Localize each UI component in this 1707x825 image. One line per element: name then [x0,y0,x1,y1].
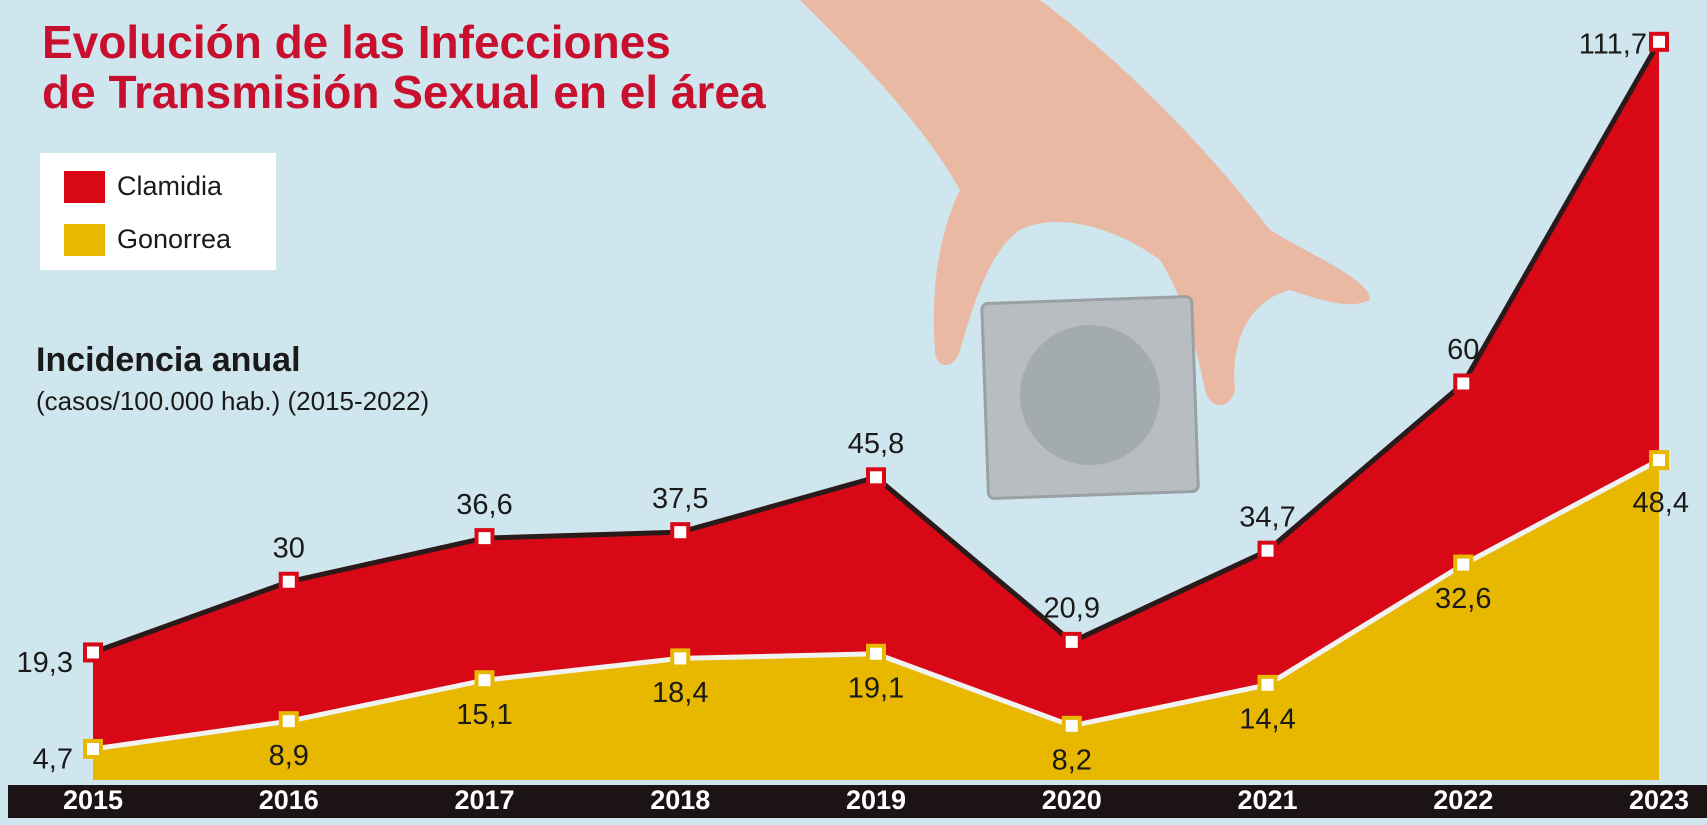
data-point [1649,450,1669,471]
data-label: 111,7 [1579,28,1647,60]
data-point [83,738,103,759]
x-tick-label: 2022 [1433,785,1493,815]
data-point [866,643,886,664]
data-label: 4,7 [33,744,73,776]
x-tick-label: 2015 [63,785,123,815]
data-point [670,648,691,669]
data-label: 32,6 [1435,583,1491,615]
area-fill [93,41,1659,780]
chart-title: de Transmisión Sexual en el área [42,66,766,118]
legend-swatch [64,224,105,256]
x-tick-label: 2017 [454,785,514,815]
data-point [1453,373,1474,394]
data-label: 30 [273,532,305,564]
data-label: 19,1 [848,672,904,704]
data-label: 20,9 [1044,593,1100,625]
data-label: 34,7 [1239,501,1295,533]
legend-label: Clamidia [117,171,223,201]
condom-illustration [980,295,1200,500]
data-point [1649,31,1669,52]
x-tick-label: 2023 [1629,785,1689,815]
data-label: 60 [1447,334,1479,366]
data-point [1061,631,1082,652]
data-label: 45,8 [848,428,904,460]
x-tick-label: 2018 [650,785,710,815]
x-tick-label: 2021 [1237,785,1297,815]
data-point [474,528,495,549]
data-point [1257,674,1278,695]
area-fill [93,460,1659,780]
x-tick-label: 2019 [846,785,906,815]
data-label: 15,1 [456,699,512,731]
data-label: 8,2 [1052,744,1092,776]
data-point [278,711,299,732]
chart-title: Evolución de las Infecciones [42,16,671,68]
legend-label: Gonorrea [117,224,232,254]
legend-swatch [64,171,105,203]
data-label: 48,4 [1633,487,1689,519]
hand-illustration [800,0,1370,405]
data-point [1453,554,1474,575]
x-tick-label: 2020 [1042,785,1102,815]
data-point [1257,540,1278,561]
data-label: 18,4 [652,677,708,709]
data-label: 8,9 [269,740,309,772]
data-point [1061,715,1082,736]
data-point [278,571,299,592]
data-point [866,467,886,488]
data-label: 14,4 [1239,703,1295,735]
data-point [474,670,495,691]
data-label: 19,3 [17,647,73,679]
data-point [83,642,103,663]
data-label: 36,6 [456,489,512,521]
data-label: 37,5 [652,483,708,515]
subtitle: Incidencia anual [36,341,301,379]
data-point [670,522,691,543]
x-tick-label: 2016 [259,785,319,815]
unit-note: (casos/100.000 hab.) (2015-2022) [36,386,429,416]
x-axis-band [8,785,1707,818]
